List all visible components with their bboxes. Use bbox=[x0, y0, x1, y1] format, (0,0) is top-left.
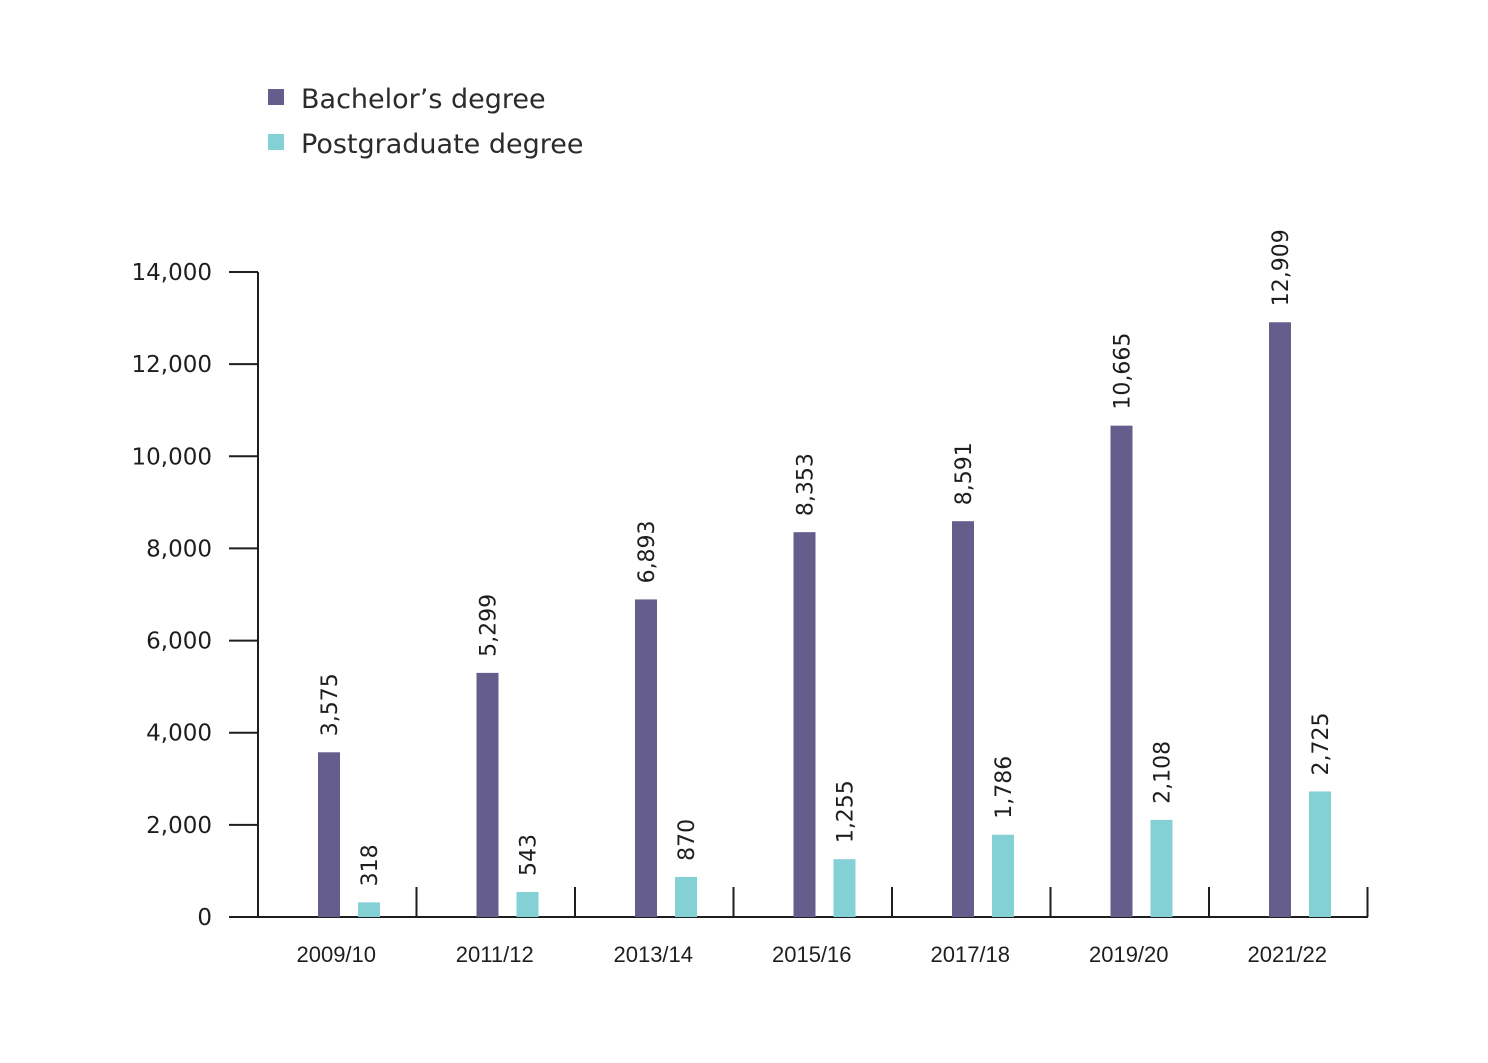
y-tick-label: 8,000 bbox=[146, 536, 212, 562]
bar-value-label: 318 bbox=[358, 844, 383, 886]
bar-value-label: 2,725 bbox=[1309, 712, 1334, 775]
bar-postgraduate bbox=[516, 891, 539, 917]
bar-value-label: 12,909 bbox=[1269, 229, 1294, 306]
bars bbox=[318, 322, 1331, 917]
legend-label-1: Postgraduate degree bbox=[301, 129, 583, 160]
bar-value-label: 3,575 bbox=[318, 673, 343, 736]
x-tick-label: 2017/18 bbox=[930, 942, 1010, 967]
y-tick-label: 12,000 bbox=[132, 352, 212, 378]
bar-value-label: 8,591 bbox=[952, 442, 977, 505]
x-tick-label: 2021/22 bbox=[1247, 942, 1327, 967]
legend-label-0: Bachelor’s degree bbox=[301, 84, 546, 115]
y-axis: 0 2,000 4,000 6,000 8,000 10,000 12,000 14,000 bbox=[132, 260, 259, 931]
bar-postgraduate bbox=[675, 876, 697, 917]
bar-value-label: 543 bbox=[517, 834, 542, 876]
bar-postgraduate bbox=[1309, 791, 1331, 917]
bar-value-label: 2,108 bbox=[1151, 741, 1176, 804]
x-tick-label: 2019/20 bbox=[1089, 942, 1169, 967]
legend-swatch-0 bbox=[268, 89, 284, 105]
legend-swatch-1 bbox=[268, 134, 284, 150]
legend: Bachelor’s degree Postgraduate degree bbox=[268, 84, 583, 160]
bar-value-label: 1,786 bbox=[992, 756, 1017, 819]
bar-value-label: 870 bbox=[675, 819, 700, 861]
bar-value-label: 6,893 bbox=[635, 520, 660, 583]
bar-bachelors bbox=[476, 672, 499, 917]
bar-value-label: 1,255 bbox=[834, 780, 859, 843]
x-tick-label: 2013/14 bbox=[613, 942, 693, 967]
bar-postgraduate bbox=[833, 859, 856, 917]
y-tick-label: 14,000 bbox=[132, 260, 212, 286]
bar-bachelors bbox=[952, 521, 974, 917]
bar-bachelors bbox=[793, 532, 816, 917]
bar-value-label: 10,665 bbox=[1111, 333, 1136, 410]
x-tick-label: 2011/12 bbox=[456, 942, 534, 967]
bar-bachelors bbox=[1269, 322, 1291, 917]
bar-postgraduate bbox=[358, 902, 380, 917]
bar-postgraduate bbox=[1150, 819, 1173, 917]
bar-bachelors bbox=[1110, 425, 1133, 917]
y-tick-label: 2,000 bbox=[146, 813, 212, 839]
y-tick-label: 6,000 bbox=[146, 629, 212, 655]
x-tick-label: 2009/10 bbox=[296, 942, 376, 967]
y-tick-label: 10,000 bbox=[132, 444, 212, 470]
y-tick-label: 0 bbox=[197, 905, 212, 931]
bar-bachelors bbox=[318, 752, 340, 917]
x-tick-label: 2015/16 bbox=[772, 942, 852, 967]
value-labels: 3,575 5,299 6,893 8,353 8,591 10,665 12,909 318… bbox=[318, 229, 1334, 886]
bar-postgraduate bbox=[992, 834, 1014, 917]
x-axis: 2009/10 2011/12 2013/14 2015/16 2017/18 2019/… bbox=[258, 887, 1369, 967]
bar-value-label: 5,299 bbox=[477, 594, 502, 657]
bar-bachelors bbox=[635, 599, 657, 917]
bar-value-label: 8,353 bbox=[794, 453, 819, 516]
y-tick-label: 4,000 bbox=[146, 721, 212, 747]
